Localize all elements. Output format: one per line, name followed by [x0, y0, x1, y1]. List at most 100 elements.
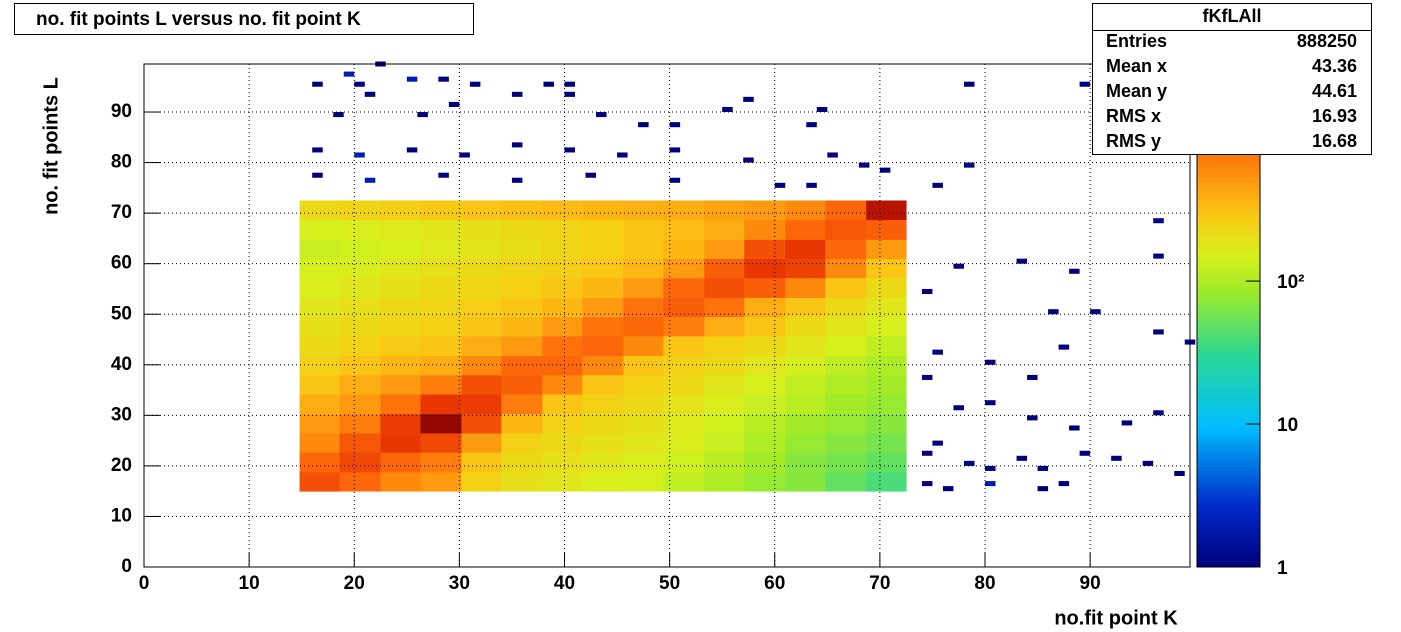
heatmap-cell	[623, 452, 664, 473]
y-tick-label: 80	[111, 152, 132, 173]
heatmap-cell	[866, 316, 907, 337]
sparse-cell	[963, 460, 975, 466]
heatmap-cell	[866, 258, 907, 279]
heatmap-cell	[542, 316, 583, 337]
color-bar-segment	[1197, 462, 1260, 467]
heatmap-cell	[542, 297, 583, 318]
heatmap-cell	[420, 471, 462, 492]
heatmap-cell	[582, 394, 624, 415]
color-bar-segment	[1197, 550, 1260, 555]
heatmap-cell	[501, 335, 543, 357]
color-bar-segment	[1197, 386, 1260, 392]
heatmap-cell	[825, 297, 867, 318]
heatmap-cell	[825, 452, 867, 473]
heatmap-cell	[380, 335, 421, 357]
heatmap-cell	[380, 452, 421, 473]
sparse-cell	[1174, 470, 1185, 477]
z-tick-label: 1	[1277, 558, 1288, 579]
heatmap-cell	[380, 200, 421, 221]
x-tick-label: 70	[869, 573, 890, 594]
color-bar-segment	[1197, 407, 1260, 413]
sparse-cell	[312, 81, 323, 87]
sparse-cell	[333, 112, 344, 118]
sparse-cell	[932, 182, 943, 188]
color-bar-segment	[1197, 294, 1260, 300]
heatmap-cell	[339, 355, 381, 376]
color-bar-segment	[1197, 533, 1260, 539]
sparse-cell	[1142, 460, 1154, 466]
heatmap-cell	[582, 277, 624, 298]
heatmap-cell	[866, 277, 907, 298]
heatmap-cell	[461, 413, 502, 434]
heatmap-cell	[420, 219, 462, 240]
heatmap-cell	[582, 413, 624, 434]
heatmap-cell	[825, 374, 867, 395]
color-bar-segment	[1197, 323, 1260, 329]
heatmap-cell	[299, 316, 340, 337]
heatmap-cell	[623, 471, 664, 492]
y-tick-label: 70	[111, 202, 132, 223]
sparse-cell	[963, 162, 975, 168]
sparse-cell	[406, 147, 418, 153]
heatmap-cell	[420, 374, 462, 395]
heatmap-cell	[501, 394, 543, 415]
heatmap-cell	[461, 316, 502, 337]
heatmap-cell	[785, 335, 826, 357]
heatmap-cell	[866, 433, 907, 453]
sparse-cell	[932, 349, 943, 355]
color-bar-segment	[1197, 177, 1260, 182]
heatmap-cell	[420, 258, 462, 279]
heatmap-cell	[704, 258, 745, 279]
heatmap-cell	[501, 471, 543, 492]
heatmap-cell	[501, 433, 543, 453]
heatmap-cell	[420, 433, 462, 453]
heatmap-cell	[461, 374, 502, 395]
stats-frame	[1092, 3, 1372, 155]
stats-name: Mean x	[1106, 56, 1167, 76]
sparse-cell	[953, 405, 964, 411]
heatmap-cell	[866, 413, 907, 434]
sparse-cell	[354, 81, 365, 87]
color-bar-segment	[1197, 164, 1260, 170]
color-bar-segment	[1197, 520, 1260, 526]
sparse-cell	[921, 481, 933, 487]
color-bar-segment	[1197, 315, 1260, 321]
heatmap-cell	[339, 433, 381, 453]
heatmap-cell	[420, 316, 462, 337]
y-tick-label: 50	[111, 303, 132, 324]
heatmap-cell	[339, 335, 381, 357]
heatmap-cell	[461, 258, 502, 279]
heatmap-cell	[704, 355, 745, 376]
heatmap-cell	[704, 297, 745, 318]
heatmap-cell	[825, 316, 867, 337]
heatmap-cell	[785, 258, 826, 279]
heatmap-cell	[744, 355, 786, 376]
color-bar-segment	[1197, 357, 1260, 363]
heatmap-cell	[866, 452, 907, 473]
heatmap-cell	[420, 239, 462, 260]
color-bar-segment	[1197, 210, 1260, 216]
heatmap-cell	[704, 277, 745, 298]
x-tick-label: 20	[344, 573, 365, 594]
heatmap-cell	[299, 374, 340, 395]
heatmap-cell	[785, 374, 826, 395]
sparse-cell	[985, 400, 996, 406]
color-bar-segment	[1197, 302, 1260, 308]
heatmap-cell	[339, 413, 381, 434]
sparse-cell	[1079, 450, 1091, 456]
heatmap-cell	[339, 258, 381, 279]
sparse-cell	[543, 81, 554, 87]
heatmap-cell	[461, 200, 502, 221]
color-bar-segment	[1197, 269, 1260, 275]
heatmap-cell	[380, 239, 421, 260]
heatmap-cell	[785, 413, 826, 434]
color-bar-segment	[1197, 495, 1260, 501]
heatmap-cell	[663, 433, 705, 453]
color-bar-segment	[1197, 336, 1260, 342]
heatmap-cell	[623, 433, 664, 453]
sparse-cell	[343, 71, 355, 77]
heatmap-cell	[339, 277, 381, 298]
heatmap-cell	[866, 297, 907, 318]
color-bar-segment	[1197, 349, 1260, 354]
sparse-cell	[1058, 481, 1070, 487]
